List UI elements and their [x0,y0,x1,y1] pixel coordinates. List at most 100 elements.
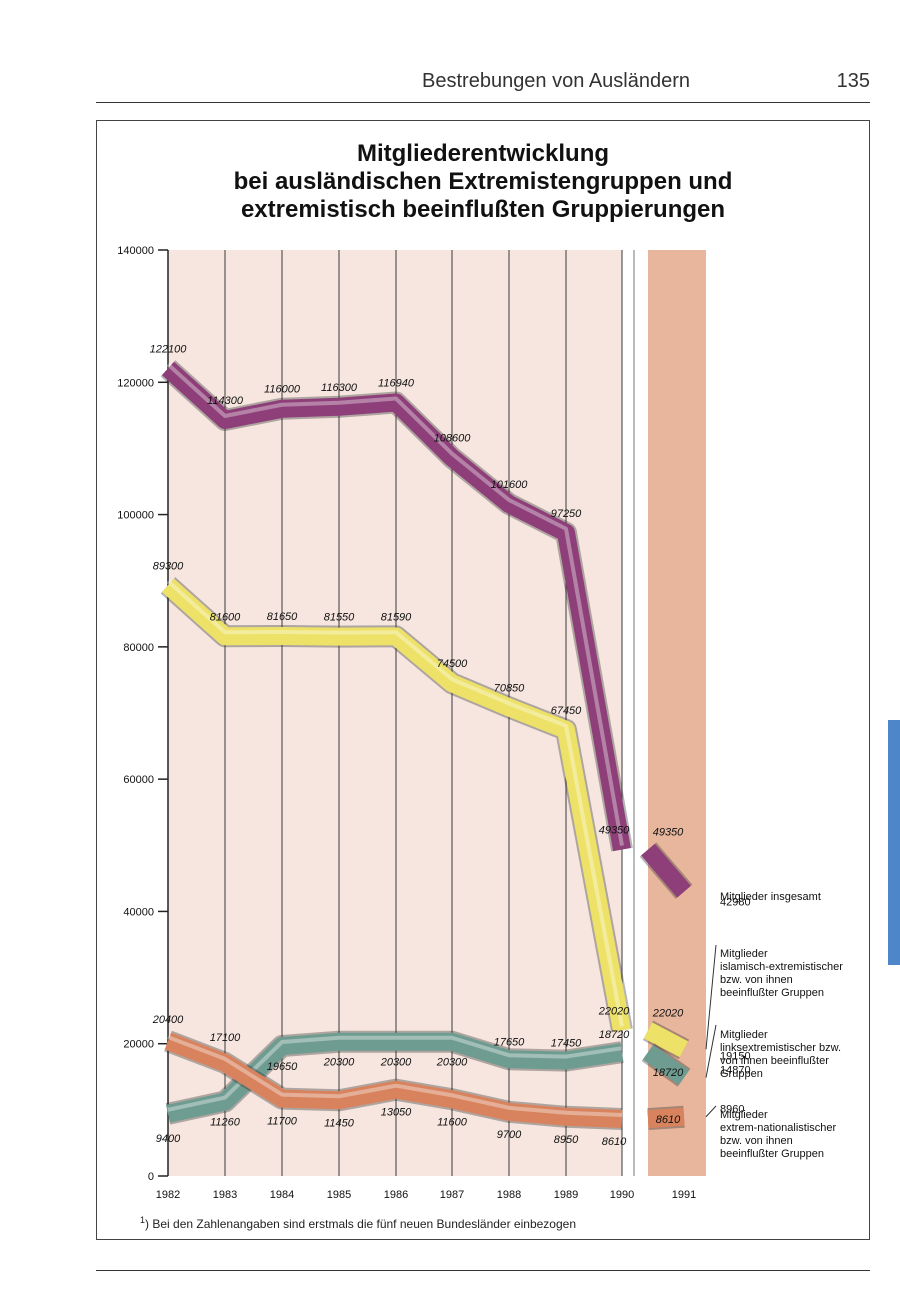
chart-title-line-3: extremistisch beeinflußten Gruppierungen [240,196,726,223]
x-tick-label-1989: 1989 [554,1189,578,1201]
legend-series-3-line-2: linksextremistischer bzw. [720,1042,841,1054]
header-rule [96,102,870,103]
chart-title-line-2: bei ausländischen Extremistengruppen und [233,168,733,195]
series-3-break-label: 18720 [653,1067,684,1079]
series-3-point-label-1990: 18720 [599,1029,630,1041]
series-1-point-label-1982: 122100 [150,343,188,355]
page-number: 135 [836,70,870,92]
series-3-point-label-1985: 20300 [323,1057,355,1069]
series-4-point-label-1989: 8950 [554,1134,579,1146]
series-1-point-label-1985: 116300 [321,382,358,394]
legend-series-4-line-2: extrem-nationalistischer [720,1122,836,1134]
series-4-end-label: 8960 [720,1104,744,1116]
series-2-point-label-1990: 22020 [598,1005,630,1017]
side-marker [888,720,900,965]
series-1-point-label-1990: 49350 [599,825,630,837]
legend-series-4-line-3: bzw. von ihnen [720,1135,793,1147]
series-1-tail-ribbon [641,843,691,898]
series-2-ribbon [162,578,631,1033]
series-2-break-label: 22020 [652,1007,684,1019]
y-tick-label-20000: 20000 [123,1039,154,1051]
series-3-point-label-1987: 20300 [436,1057,468,1069]
series-1-ribbon [161,361,631,852]
series-2-point-label-1984: 81650 [267,611,298,623]
series-2-point-label-1982: 89300 [153,560,184,572]
series-2-point-label-1985: 81550 [324,612,355,624]
series-4-point-label-1985: 11450 [324,1117,355,1129]
legend-series-3-line-3: von ihnen beeinflußter [720,1055,829,1067]
series-2-point-label-1987: 74500 [437,658,468,670]
legend-series-3-line-4: Gruppen [720,1068,763,1080]
legend-series-3-line-1: Mitglieder [720,1029,768,1041]
highlight-band-1991 [648,250,706,1176]
x-tick-label-1985: 1985 [327,1189,351,1201]
series-3-end-label: 14870 [720,1065,751,1077]
series-3-point-label-1988: 17650 [494,1036,525,1048]
legend-series-2-line-3: bzw. von ihnen [720,974,793,986]
series-4-point-label-1984: 11700 [267,1116,298,1128]
series-1-point-label-1989: 97250 [551,508,582,520]
series-4-leader [705,1105,717,1118]
y-tick-label-60000: 60000 [123,774,154,786]
series-4-point-label-1982: 20400 [152,1014,184,1026]
series-4-point-label-1986: 13050 [381,1107,412,1119]
series-4-highlight [167,1035,623,1118]
series-3-point-label-1983: 11260 [210,1117,241,1129]
x-tick-label-1991: 1991 [672,1189,696,1201]
series-3-leader [705,1024,717,1078]
series-4-tail-ribbon [647,1107,685,1129]
footer-rule [96,1270,870,1271]
series-2-leader [705,944,717,1050]
series-2-point-label-1986: 81590 [381,611,412,623]
series-4-break-label: 8610 [656,1114,681,1126]
series-3-point-label-1989: 17450 [551,1038,582,1050]
series-1-point-label-1987: 108600 [434,433,472,445]
x-tick-label-1983: 1983 [213,1189,237,1201]
legend-series-2-line-4: beeinflußter Gruppen [720,987,824,999]
y-tick-label-120000: 120000 [117,377,154,389]
legend-series-1-line-1: Mitglieder insgesamt [720,891,821,903]
series-1-point-label-1988: 101600 [491,479,529,491]
series-1-point-label-1983: 114300 [207,395,244,407]
series-1-point-label-1986: 116940 [378,378,415,390]
series-3-tail-ribbon [642,1044,690,1085]
x-tick-label-1987: 1987 [440,1189,464,1201]
series-2-point-label-1988: 70850 [494,682,525,694]
chart-title: Mitgliederentwicklung bei ausländischen … [96,140,870,224]
series-4-point-label-1990: 8610 [602,1136,627,1148]
series-2-point-label-1983: 81600 [210,611,241,623]
series-1-break-label: 49350 [653,827,684,839]
y-tick-label-80000: 80000 [123,642,154,654]
legend-series-4-line-4: beeinflußter Gruppen [720,1148,824,1160]
x-tick-label-1986: 1986 [384,1189,408,1201]
series-4-point-label-1983: 17100 [210,1032,241,1044]
footnote-marker: 1 [140,1215,146,1225]
series-4-point-label-1987: 11600 [437,1116,468,1128]
y-tick-label-40000: 40000 [123,906,154,918]
x-tick-label-1984: 1984 [270,1189,294,1201]
series-1-point-label-1984: 116000 [264,384,301,396]
footnote: 1) Bei den Zahlenangaben sind erstmals d… [140,1215,740,1231]
series-2-point-label-1989: 67450 [551,705,582,717]
y-tick-label-0: 0 [148,1171,154,1183]
legend-series-2-line-1: Mitglieder [720,948,768,960]
legend-series-2-line-2: islamisch-extremistischer [720,961,843,973]
series-4-point-label-1988: 9700 [497,1129,522,1141]
series-2-end-label: 19150 [720,1050,751,1062]
series-3-point-label-1982: 9400 [156,1133,181,1145]
legend-series-4-line-1: Mitglieder [720,1109,768,1121]
x-tick-label-1982: 1982 [156,1189,180,1201]
series-3-point-label-1984: 19650 [267,1061,298,1073]
series-4-ribbon [164,1032,623,1129]
x-tick-label-1990: 1990 [610,1189,634,1201]
y-tick-label-140000: 140000 [117,245,154,257]
chart-title-line-1: Mitgliederentwicklung [356,140,610,167]
footnote-text: ) Bei den Zahlenangaben sind erstmals di… [145,1217,576,1231]
series-2-highlight [166,579,624,1027]
running-head: Bestrebungen von Ausländern [422,70,690,92]
series-2-tail-ribbon [643,1022,689,1058]
x-tick-label-1988: 1988 [497,1189,521,1201]
y-tick-label-100000: 100000 [117,510,154,522]
series-1-highlight [166,362,624,846]
